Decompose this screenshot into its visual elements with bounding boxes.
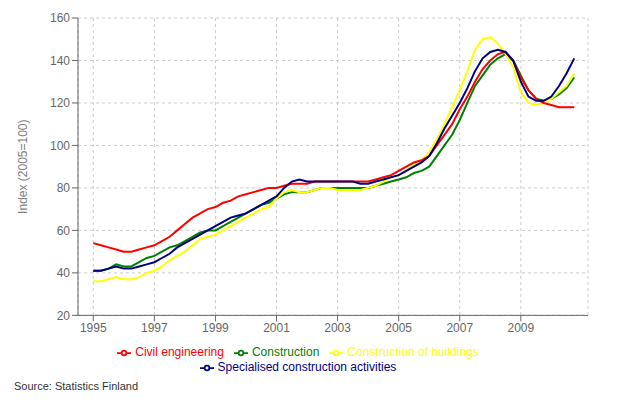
svg-text:2001: 2001 [263,321,290,335]
svg-text:2009: 2009 [507,321,534,335]
svg-text:2005: 2005 [385,321,412,335]
svg-text:160: 160 [50,11,70,25]
svg-text:1995: 1995 [80,321,107,335]
svg-text:Index (2005=100): Index (2005=100) [16,119,30,213]
svg-text:100: 100 [50,139,70,153]
svg-text:2007: 2007 [446,321,473,335]
svg-text:40: 40 [57,266,71,280]
html-text:Construction of buildings: Construction of buildings [347,345,479,360]
svg-text:1999: 1999 [202,321,229,335]
svg-text:2003: 2003 [324,321,351,335]
svg-text:120: 120 [50,96,70,110]
svg-text:60: 60 [57,224,71,238]
html-text:Specialised construction activ: Specialised construction activities [217,360,397,375]
svg-text:80: 80 [57,181,71,195]
svg-text:1997: 1997 [141,321,168,335]
svg-text:140: 140 [50,54,70,68]
svg-text:20: 20 [57,309,71,323]
html-text:Construction: Construction [252,345,320,360]
html-text:Civil engineering: Civil engineering [135,345,224,360]
html-text:Source: Statistics Finland: Source: Statistics Finland [14,380,139,392]
